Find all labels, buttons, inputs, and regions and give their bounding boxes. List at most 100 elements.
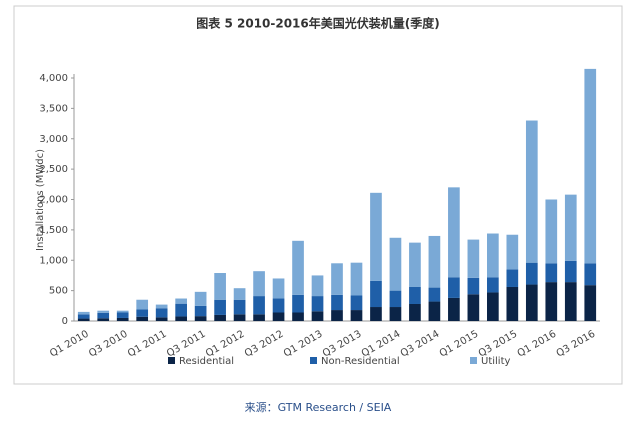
bar-segment bbox=[311, 275, 324, 297]
bar-segment bbox=[233, 314, 246, 321]
bar-segment bbox=[545, 263, 558, 283]
bar-segment bbox=[194, 291, 207, 306]
x-tick-label: Q3 2012 bbox=[243, 329, 286, 360]
bar-segment bbox=[448, 297, 460, 321]
bar-segment bbox=[175, 316, 187, 321]
bar-segment bbox=[428, 301, 441, 321]
bar-segment bbox=[487, 233, 499, 278]
bar-segment bbox=[214, 273, 226, 300]
bar-segment bbox=[370, 192, 382, 281]
bar-segment bbox=[77, 311, 90, 315]
bar-segment bbox=[331, 294, 343, 311]
bar-segment bbox=[350, 310, 363, 321]
bar-segment bbox=[214, 314, 226, 321]
legend-label: Utility bbox=[481, 356, 510, 367]
bar-segment bbox=[389, 290, 402, 308]
legend-swatch bbox=[168, 357, 175, 364]
bar-segment bbox=[272, 278, 285, 299]
bar-segment bbox=[467, 294, 480, 321]
x-tick-label: Q1 2013 bbox=[282, 329, 325, 360]
bar-segment bbox=[155, 317, 168, 321]
bar-segment bbox=[350, 262, 363, 296]
y-tick-label: 1,000 bbox=[39, 255, 68, 266]
x-tick-label: Q3 2013 bbox=[321, 329, 364, 360]
legend-label: Residential bbox=[179, 356, 234, 367]
y-tick-label: 2,000 bbox=[39, 195, 68, 206]
bar-segment bbox=[545, 282, 558, 321]
legend-swatch bbox=[310, 357, 317, 364]
bar-segment bbox=[253, 271, 265, 297]
y-axis-label: Installations (MWdc) bbox=[35, 149, 46, 251]
bar-segment bbox=[97, 318, 110, 321]
bar-segment bbox=[370, 307, 382, 321]
x-tick-label: Q3 2015 bbox=[477, 329, 520, 360]
bar-segment bbox=[409, 303, 421, 321]
bar-segment bbox=[253, 314, 265, 321]
x-tick-label: Q1 2016 bbox=[516, 329, 559, 360]
y-tick-label: 1,500 bbox=[39, 225, 68, 236]
bar-segment bbox=[311, 311, 324, 321]
x-tick-label: Q1 2011 bbox=[126, 329, 169, 360]
bar-segment bbox=[136, 316, 149, 321]
bar-segment bbox=[175, 298, 187, 304]
bar-segment bbox=[116, 310, 129, 313]
y-tick-label: 0 bbox=[62, 316, 68, 327]
bar-segment bbox=[467, 277, 480, 295]
bar-segment bbox=[584, 68, 597, 264]
bar-segment bbox=[311, 296, 324, 312]
bar-segment bbox=[77, 314, 90, 319]
bar-segment bbox=[136, 299, 149, 310]
bar-segment bbox=[233, 288, 246, 300]
bar-segment bbox=[214, 299, 226, 315]
bar-segment bbox=[545, 199, 558, 264]
bar-segment bbox=[564, 260, 577, 283]
bar-segment bbox=[525, 120, 538, 263]
bar-segment bbox=[467, 239, 480, 278]
y-tick-label: 4,000 bbox=[39, 73, 68, 84]
bar-segment bbox=[331, 263, 343, 295]
bar-segment bbox=[175, 303, 187, 317]
bar-segment bbox=[292, 240, 304, 295]
bar-segment bbox=[506, 286, 519, 321]
bar-segment bbox=[97, 310, 110, 313]
bar-segment bbox=[97, 312, 110, 319]
bar-segment bbox=[389, 237, 402, 291]
chart-title: 图表 5 2010-2016年美国光伏装机量(季度) bbox=[196, 16, 439, 31]
source: 来源：GTM Research / SEIA bbox=[245, 400, 392, 414]
bar-segment bbox=[272, 312, 285, 321]
bar-segment bbox=[564, 282, 577, 321]
bar-segment bbox=[331, 310, 343, 321]
bar-segment bbox=[409, 286, 421, 304]
bar-segment bbox=[506, 269, 519, 287]
bar-segment bbox=[370, 280, 382, 308]
y-tick-label: 3,500 bbox=[39, 103, 68, 114]
bar-segment bbox=[136, 309, 149, 317]
bar-segment bbox=[272, 298, 285, 313]
bar-segment bbox=[564, 194, 577, 261]
bar-segment bbox=[253, 296, 265, 315]
bar-segment bbox=[428, 287, 441, 302]
legend-label: Non-Residential bbox=[321, 356, 400, 367]
x-tick-label: Q3 2016 bbox=[555, 329, 598, 360]
x-tick-label: Q3 2010 bbox=[87, 329, 130, 360]
x-tick-label: Q1 2015 bbox=[438, 329, 481, 360]
chart-frame bbox=[13, 5, 623, 385]
bar-segment bbox=[487, 292, 499, 321]
bar-segment bbox=[292, 312, 304, 321]
bar-segment bbox=[448, 277, 460, 298]
bar-segment bbox=[77, 318, 90, 321]
bar-segment bbox=[116, 317, 129, 321]
bar-segment bbox=[487, 277, 499, 293]
y-tick-label: 500 bbox=[49, 286, 68, 297]
bar-segment bbox=[409, 242, 421, 287]
bar-segment bbox=[194, 305, 207, 317]
bar-segment bbox=[155, 304, 168, 309]
bar-segment bbox=[116, 312, 129, 318]
bar-segment bbox=[584, 263, 597, 286]
legend-swatch bbox=[470, 357, 477, 364]
bar-segment bbox=[584, 285, 597, 321]
bar-segment bbox=[525, 262, 538, 285]
bar-segment bbox=[506, 234, 519, 270]
